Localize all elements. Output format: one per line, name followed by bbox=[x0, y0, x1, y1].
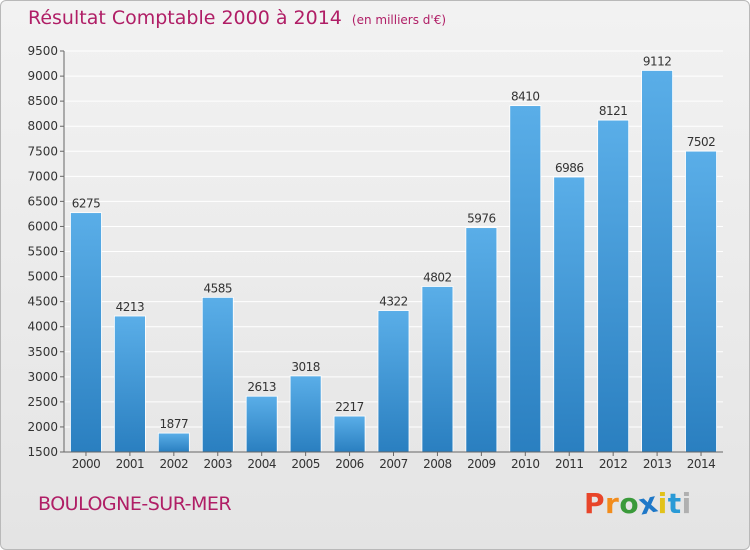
x-tick-label: 2004 bbox=[247, 457, 276, 471]
title-row: Résultat Comptable 2000 à 2014 (en millie… bbox=[28, 7, 446, 29]
x-tick-label: 2006 bbox=[335, 457, 364, 471]
logo-letter: P bbox=[584, 487, 606, 520]
y-tick-label: 8500 bbox=[27, 94, 58, 108]
bar bbox=[245, 395, 278, 453]
bar-value-label: 2613 bbox=[247, 380, 276, 394]
y-tick-label: 4500 bbox=[27, 295, 58, 309]
bar bbox=[377, 310, 410, 453]
y-tick-label: 2500 bbox=[27, 395, 58, 409]
y-tick-label: 8000 bbox=[27, 119, 58, 133]
y-tick-label: 5000 bbox=[27, 270, 58, 284]
bar-value-label: 4585 bbox=[203, 281, 232, 295]
x-tick-label: 2005 bbox=[291, 457, 320, 471]
logo-letter: r bbox=[605, 487, 620, 520]
y-tick-label: 6500 bbox=[27, 194, 58, 208]
bars bbox=[70, 70, 717, 453]
y-tick-label: 7000 bbox=[27, 169, 58, 183]
bar-value-label: 8410 bbox=[511, 90, 540, 104]
logo-letter: t bbox=[667, 487, 682, 520]
bar-value-label: 9112 bbox=[643, 54, 672, 68]
bar-value-label: 5976 bbox=[467, 212, 496, 226]
y-tick-label: 3500 bbox=[27, 345, 58, 359]
y-tick-label: 5500 bbox=[27, 245, 58, 259]
bar bbox=[333, 415, 366, 453]
y-tick-label: 6000 bbox=[27, 219, 58, 233]
x-tick-label: 2011 bbox=[555, 457, 584, 471]
x-tick-label: 2007 bbox=[379, 457, 408, 471]
y-tick-label: 3000 bbox=[27, 370, 58, 384]
bar bbox=[157, 432, 190, 453]
logo-letter: o bbox=[619, 487, 640, 520]
bar bbox=[289, 375, 322, 453]
y-tick-label: 7500 bbox=[27, 144, 58, 158]
x-tick-label: 2013 bbox=[643, 457, 672, 471]
y-tick-label: 4000 bbox=[27, 320, 58, 334]
y-tick-label: 1500 bbox=[27, 445, 58, 459]
bar-value-label: 2217 bbox=[335, 400, 364, 414]
chart-subtitle: (en milliers d'€) bbox=[351, 13, 447, 27]
bar bbox=[685, 150, 717, 453]
chart-title: Résultat Comptable 2000 à 2014 bbox=[28, 7, 342, 29]
bar-value-label: 7502 bbox=[687, 135, 716, 149]
bar-value-label: 6986 bbox=[555, 161, 584, 175]
x-tick-label: 2009 bbox=[467, 457, 496, 471]
x-tick-label: 2001 bbox=[116, 457, 145, 471]
bar-value-label: 4322 bbox=[379, 295, 408, 309]
x-tick-label: 2000 bbox=[72, 457, 101, 471]
y-tick-label: 9500 bbox=[27, 44, 58, 58]
bar bbox=[201, 296, 234, 453]
axes: 1500 2000 2500 3000 3500 4000 4500 5000 5500 6000… bbox=[27, 44, 723, 471]
bar-value-label: 4213 bbox=[116, 300, 145, 314]
bar bbox=[509, 105, 542, 453]
bar bbox=[553, 176, 586, 453]
logo-letter: i bbox=[681, 487, 692, 520]
x-tick-label: 2010 bbox=[511, 457, 540, 471]
bar-value-label: 4802 bbox=[423, 270, 452, 284]
y-tick-label: 2000 bbox=[27, 420, 58, 434]
y-tick-label: 9000 bbox=[27, 69, 58, 83]
bar-value-label: 6275 bbox=[72, 197, 101, 211]
proxiti-logo: Proxiti bbox=[584, 485, 692, 521]
bar bbox=[641, 70, 673, 453]
bar bbox=[421, 286, 454, 453]
x-tick-label: 2003 bbox=[203, 457, 232, 471]
bar-value-label: 8121 bbox=[599, 104, 628, 118]
x-tick-label: 2008 bbox=[423, 457, 452, 471]
x-tick-label: 2014 bbox=[687, 457, 716, 471]
bar bbox=[114, 315, 146, 453]
city-name: BOULOGNE-SUR-MER bbox=[38, 493, 232, 515]
x-tick-label: 2012 bbox=[599, 457, 628, 471]
bar-value-label: 3018 bbox=[291, 360, 320, 374]
bar bbox=[70, 212, 102, 453]
bar bbox=[465, 227, 498, 453]
bar bbox=[597, 119, 630, 453]
logo-letter: i bbox=[657, 487, 668, 520]
bar-value-label: 1877 bbox=[160, 417, 189, 431]
x-tick-label: 2002 bbox=[160, 457, 189, 471]
data-labels: 6275 4213 1877 4585 2613 3018 2217 4322 4802 5976… bbox=[72, 54, 716, 431]
